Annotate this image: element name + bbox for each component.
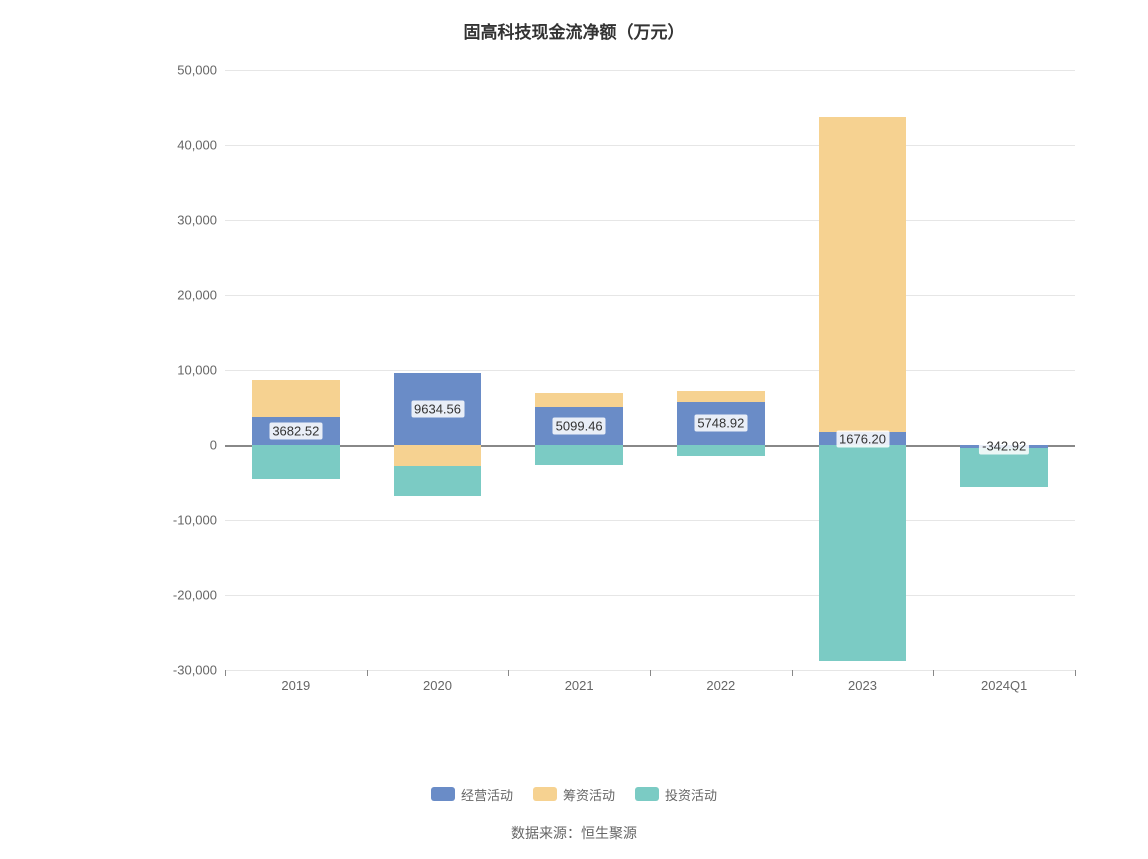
legend-label: 经营活动 [461,785,513,804]
bar-segment [394,445,482,466]
y-tick-label: 50,000 [177,63,217,78]
y-tick-label: -30,000 [173,663,217,678]
bar-segment [394,466,482,496]
chart-area: -30,000 -20,000 -10,000 0 10,000 20,000 30,000… [165,60,1085,710]
x-tick-label: 2024Q1 [981,678,1027,693]
x-tick-mark [933,670,934,676]
x-tick-mark [1075,670,1076,676]
bar-segment [819,117,907,432]
bar-segment [252,445,340,479]
bar-data-label: -342.92 [979,438,1029,455]
legend-swatch [533,787,557,801]
y-tick-label: 30,000 [177,213,217,228]
data-source-label: 数据来源：恒生聚源 [0,823,1148,843]
bar-segment [535,445,623,465]
x-tick-label: 2020 [423,678,452,693]
y-tick-label: 0 [210,438,217,453]
bar-data-label: 5099.46 [553,417,606,434]
plot-area: -30,000-20,000-10,000010,00020,00030,000… [225,70,1075,670]
bar-data-label: 9634.56 [411,400,464,417]
bar-segment [535,393,623,407]
x-tick-label: 2023 [848,678,877,693]
gridline [225,70,1075,71]
gridline [225,370,1075,371]
legend-swatch [431,787,455,801]
y-tick-label: 20,000 [177,288,217,303]
legend-item[interactable]: 投资活动 [635,785,717,804]
x-tick-mark [792,670,793,676]
bar-data-label: 1676.20 [836,430,889,447]
bar-segment [252,380,340,418]
x-tick-mark [650,670,651,676]
bar-segment [819,445,907,661]
x-tick-mark [367,670,368,676]
zero-axis-line [225,445,1075,447]
gridline [225,295,1075,296]
legend: 经营活动 筹资活动 投资活动 [0,785,1148,805]
x-tick-label: 2021 [565,678,594,693]
gridline [225,520,1075,521]
legend-label: 投资活动 [665,785,717,804]
y-tick-label: 10,000 [177,363,217,378]
legend-label: 筹资活动 [563,785,615,804]
bar-data-label: 5748.92 [694,415,747,432]
gridline [225,220,1075,221]
x-tick-label: 2022 [706,678,735,693]
x-tick-mark [508,670,509,676]
legend-item[interactable]: 经营活动 [431,785,513,804]
x-tick-label: 2019 [281,678,310,693]
y-tick-label: 40,000 [177,138,217,153]
legend-swatch [635,787,659,801]
x-tick-mark [225,670,226,676]
gridline [225,145,1075,146]
bar-segment [677,445,765,456]
y-tick-label: -20,000 [173,588,217,603]
bar-segment [677,391,765,402]
bar-data-label: 3682.52 [269,423,322,440]
legend-item[interactable]: 筹资活动 [533,785,615,804]
gridline [225,595,1075,596]
chart-title: 固高科技现金流净额（万元） [0,0,1148,43]
y-tick-label: -10,000 [173,513,217,528]
